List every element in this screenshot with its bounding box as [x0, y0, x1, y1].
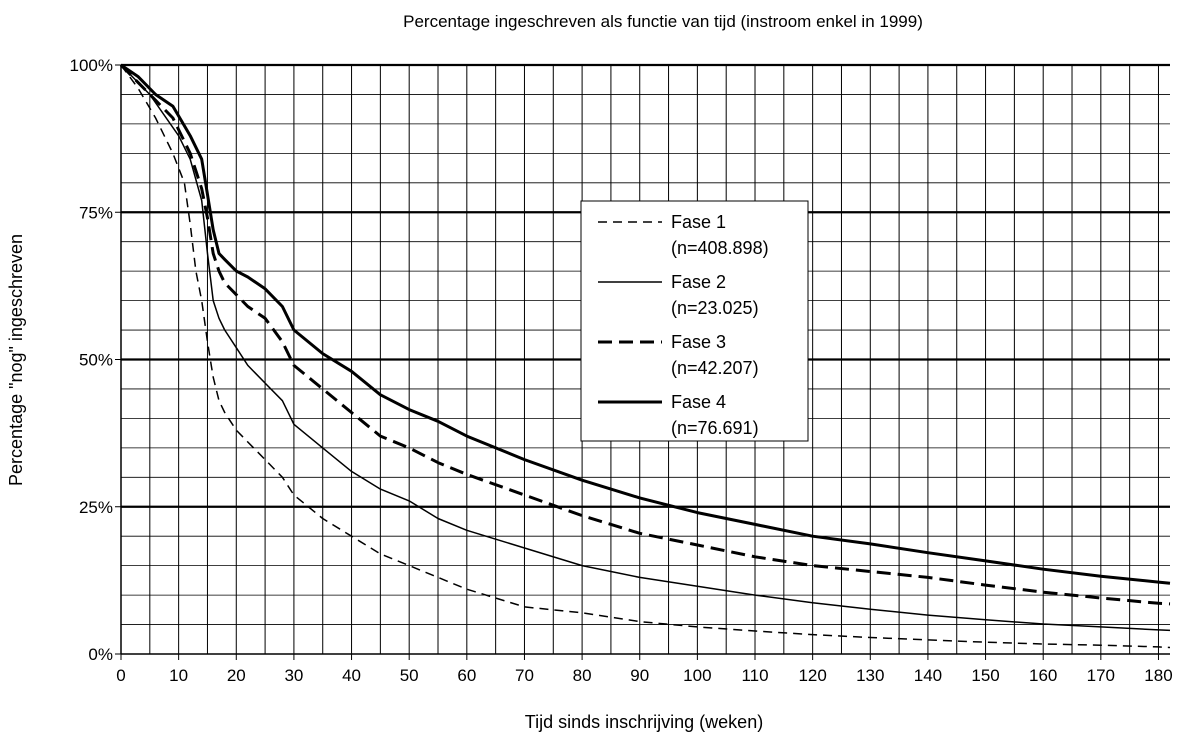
legend-label-fase-4: Fase 4	[671, 392, 726, 412]
legend: Fase 1 (n=408.898) Fase 2 (n=23.025) Fase 3 (…	[580, 200, 809, 442]
x-tick-label: 160	[1029, 666, 1057, 685]
x-tick-label: 140	[914, 666, 942, 685]
x-tick-label: 30	[284, 666, 303, 685]
legend-label-fase-3: Fase 3	[671, 332, 726, 352]
series-line-fase-2	[120, 64, 1171, 632]
legend-label-fase-2: Fase 2	[671, 272, 726, 292]
x-tick-label: 80	[573, 666, 592, 685]
series-line-fase-4	[120, 63, 1171, 585]
legend-count-fase-3: (n=42.207)	[671, 358, 759, 378]
y-tick-label: 100%	[70, 56, 113, 75]
x-tick-label: 20	[227, 666, 246, 685]
x-tick-label: 180	[1144, 666, 1172, 685]
y-tick-label: 50%	[79, 351, 113, 370]
series-line-fase-1	[120, 64, 1171, 649]
y-axis-label: Percentage "nog" ingeschreven	[6, 234, 26, 486]
legend-label-fase-1: Fase 1	[671, 212, 726, 232]
y-tick-label: 75%	[79, 203, 113, 222]
x-tick-label: 170	[1087, 666, 1115, 685]
legend-count-fase-2: (n=23.025)	[671, 298, 759, 318]
x-tick-label: 90	[630, 666, 649, 685]
x-tick-label: 100	[683, 666, 711, 685]
x-tick-label: 10	[169, 666, 188, 685]
chart-title: Percentage ingeschreven als functie van …	[403, 12, 923, 31]
y-tick-label: 0%	[88, 645, 113, 664]
x-tick-label: 130	[856, 666, 884, 685]
x-tick-label: 70	[515, 666, 534, 685]
series-line-fase-3	[119, 63, 1171, 606]
x-tick-label: 0	[116, 666, 125, 685]
x-axis-label: Tijd sinds inschrijving (weken)	[525, 712, 763, 732]
series-lines	[119, 63, 1171, 649]
x-tick-label: 60	[457, 666, 476, 685]
x-tick-label: 50	[400, 666, 419, 685]
y-tick-label: 25%	[79, 498, 113, 517]
grid	[121, 63, 1170, 654]
x-tick-label: 110	[741, 666, 768, 685]
legend-count-fase-1: (n=408.898)	[671, 238, 769, 258]
x-tick-label: 150	[971, 666, 999, 685]
x-tick-label: 120	[798, 666, 826, 685]
legend-count-fase-4: (n=76.691)	[671, 418, 759, 438]
x-tick-label: 40	[342, 666, 361, 685]
axes: 0 10 20 30 40 50 60 70 80 90 100 110 120 130 140 150 160…	[70, 56, 1173, 685]
